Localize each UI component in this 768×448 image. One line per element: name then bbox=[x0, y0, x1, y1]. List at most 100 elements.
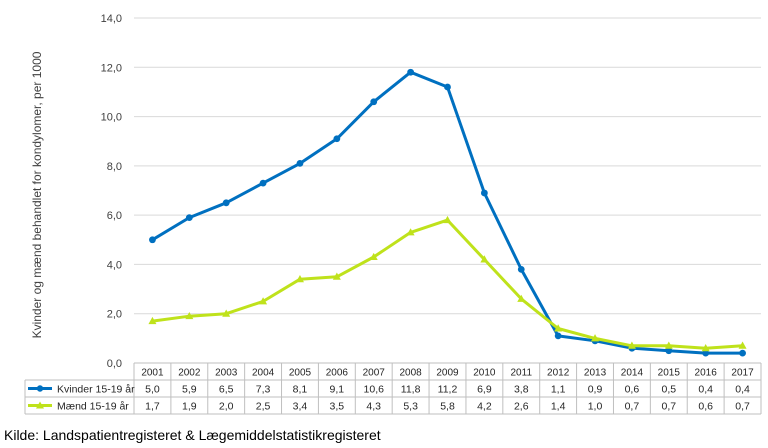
data-label: 0,4 bbox=[735, 384, 750, 396]
data-label: 8,1 bbox=[293, 384, 308, 396]
data-label: 0,7 bbox=[735, 401, 750, 413]
data-point bbox=[554, 324, 563, 332]
x-tick-label: 2013 bbox=[584, 368, 607, 379]
data-label: 11,8 bbox=[401, 384, 421, 396]
data-point bbox=[148, 316, 157, 325]
y-tick-label: 0,0 bbox=[107, 358, 122, 370]
x-tick-label: 2016 bbox=[695, 368, 718, 379]
data-label: 1,4 bbox=[551, 401, 566, 413]
x-tick-label: 2011 bbox=[511, 368, 533, 379]
source-note: Kilde: Landspatientregisteret & Lægemidd… bbox=[4, 427, 381, 443]
data-label: 0,6 bbox=[698, 401, 713, 413]
data-label: 4,2 bbox=[477, 401, 492, 413]
data-label: 6,9 bbox=[477, 384, 492, 396]
data-label: 0,9 bbox=[588, 384, 603, 396]
data-label: 1,7 bbox=[145, 401, 160, 413]
x-tick-label: 2006 bbox=[326, 368, 349, 379]
x-tick-label: 2003 bbox=[215, 368, 238, 379]
data-label: 0,6 bbox=[625, 384, 640, 396]
data-label: 1,9 bbox=[182, 401, 197, 413]
gridlines bbox=[134, 17, 761, 364]
y-tick-label: 4,0 bbox=[107, 259, 122, 271]
data-label: 11,2 bbox=[438, 384, 458, 396]
y-tick-label: 12,0 bbox=[101, 62, 122, 74]
data-point bbox=[444, 83, 451, 91]
data-label: 10,6 bbox=[364, 384, 385, 396]
series-line bbox=[150, 218, 745, 350]
data-label: 5,9 bbox=[182, 384, 197, 396]
data-label: 2,0 bbox=[219, 401, 234, 413]
y-axis-ticks: 0,0 2,0 4,0 6,0 8,0 10,0 12,0 14,0 bbox=[101, 13, 122, 370]
x-tick-label: 2005 bbox=[289, 368, 312, 379]
legend-label: Kvinder 15-19 år bbox=[57, 384, 135, 396]
data-label: 5,3 bbox=[403, 401, 418, 413]
data-point bbox=[480, 255, 489, 263]
data-point bbox=[443, 215, 452, 224]
data-point bbox=[702, 349, 710, 357]
series-line bbox=[150, 70, 745, 355]
data-point bbox=[517, 294, 526, 302]
x-tick-label: 2015 bbox=[658, 368, 681, 379]
x-tick-label: 2008 bbox=[399, 368, 422, 379]
data-point bbox=[222, 199, 230, 207]
data-point bbox=[665, 347, 673, 355]
data-point bbox=[701, 344, 710, 352]
data-label: 2,6 bbox=[514, 401, 529, 413]
data-point bbox=[517, 265, 525, 273]
data-point bbox=[296, 159, 304, 167]
legend-key-marker bbox=[36, 385, 44, 392]
data-label: 0,4 bbox=[698, 384, 713, 396]
data-label: 7,3 bbox=[256, 384, 271, 396]
data-point bbox=[407, 68, 415, 76]
data-label: 1,1 bbox=[551, 384, 566, 396]
data-point bbox=[406, 228, 415, 236]
legend-key-marker bbox=[36, 401, 44, 409]
x-tick-label: 2004 bbox=[252, 368, 275, 379]
data-label: 3,8 bbox=[514, 384, 529, 396]
data-point bbox=[664, 341, 673, 349]
x-tick-label: 2017 bbox=[731, 368, 754, 379]
data-point bbox=[738, 341, 747, 349]
data-point bbox=[554, 332, 562, 340]
y-tick-label: 14,0 bbox=[101, 13, 122, 25]
data-table: 2001 2002 2003 2004 2005 2006 2007 2008 2009 2010… bbox=[24, 362, 762, 415]
data-point bbox=[295, 275, 304, 283]
y-tick-label: 2,0 bbox=[107, 309, 122, 321]
y-tick-label: 8,0 bbox=[107, 161, 122, 173]
data-point bbox=[222, 309, 231, 317]
data-point bbox=[259, 297, 268, 305]
data-label: 0,5 bbox=[661, 384, 676, 396]
y-tick-label: 10,0 bbox=[101, 112, 122, 124]
data-label: 9,1 bbox=[330, 384, 345, 396]
x-tick-label: 2007 bbox=[363, 368, 386, 379]
data-point bbox=[370, 98, 378, 106]
data-label: 4,3 bbox=[366, 401, 381, 413]
data-label: 6,5 bbox=[219, 384, 234, 396]
data-point bbox=[332, 272, 341, 280]
x-tick-label: 2009 bbox=[436, 368, 459, 379]
x-tick-label: 2012 bbox=[547, 368, 570, 379]
x-tick-label: 2001 bbox=[141, 368, 164, 379]
data-point bbox=[333, 135, 341, 143]
y-tick-label: 6,0 bbox=[107, 210, 122, 222]
data-label: 0,7 bbox=[625, 401, 640, 413]
data-point bbox=[739, 349, 746, 357]
data-point bbox=[627, 341, 636, 349]
legend-label: Mænd 15-19 år bbox=[57, 401, 129, 413]
series-lines bbox=[148, 68, 747, 357]
data-point bbox=[185, 214, 193, 222]
x-tick-label: 2014 bbox=[621, 368, 644, 379]
data-point bbox=[259, 179, 267, 187]
data-label: 3,4 bbox=[293, 401, 308, 413]
data-point bbox=[591, 334, 600, 342]
data-label: 1,0 bbox=[588, 401, 603, 413]
x-tick-label: 2002 bbox=[178, 368, 201, 379]
data-label: 3,5 bbox=[330, 401, 345, 413]
data-label: 0,7 bbox=[661, 401, 676, 413]
data-point bbox=[369, 252, 378, 261]
y-axis-label: Kvinder og mænd behandlet for kondylomer… bbox=[30, 51, 44, 338]
data-point bbox=[480, 189, 488, 197]
data-label: 5,8 bbox=[440, 401, 455, 413]
data-point bbox=[149, 236, 156, 244]
